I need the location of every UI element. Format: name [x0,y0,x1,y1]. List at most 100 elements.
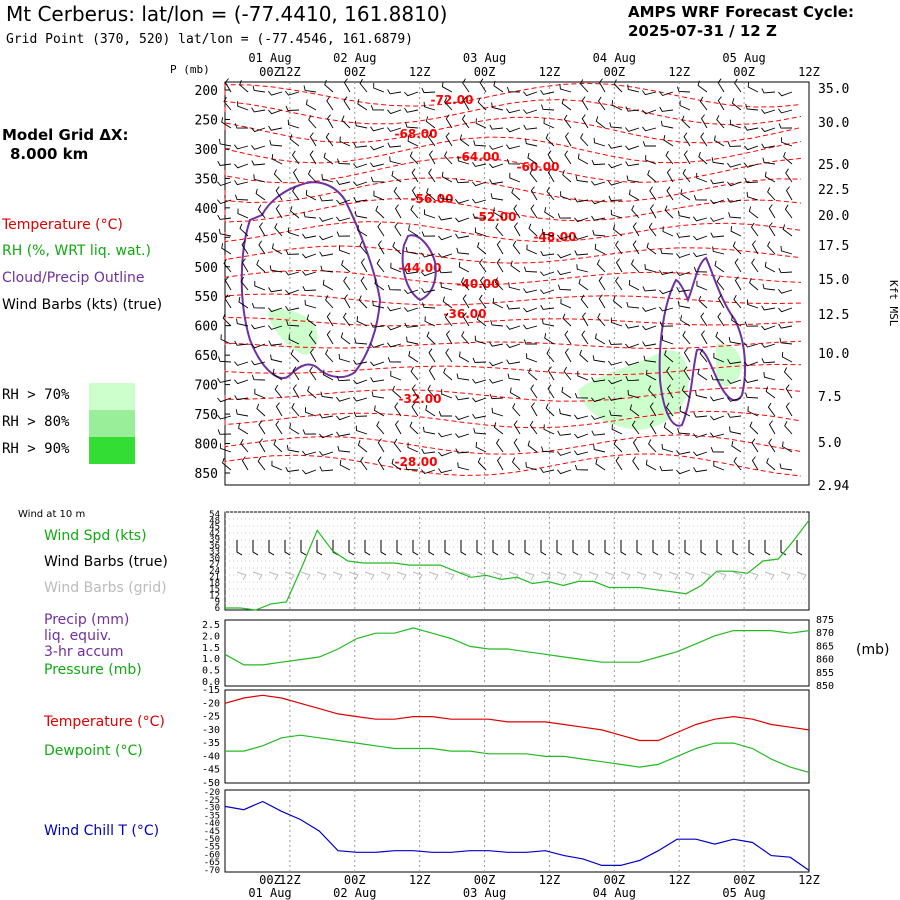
wind-barb [610,209,623,219]
wind-barb [356,316,368,327]
wind-barb [324,79,334,93]
wind-chill-tick-label: -40 [204,819,220,829]
wind-barb [632,240,640,255]
wind-barb [540,468,555,473]
wind-barb [370,126,385,132]
temperature-contour [224,99,802,126]
wind-barb [353,359,368,365]
wind-barb [460,277,470,291]
wind-barb [642,126,657,132]
wind-barb-grid [556,571,567,581]
wind-speed-tick-label: 30 [209,554,220,564]
wind-barb [574,450,589,456]
wind-barb [421,448,436,454]
wind-chill-tick-label: -65 [204,858,220,868]
wind-barb [761,88,776,94]
wind-barb [392,241,402,255]
wind-barb [268,340,283,346]
wind-barb [457,155,470,165]
wind-barb [611,424,623,435]
legend-rh90-label: RH > 90% [2,441,70,457]
legend-rh70-label: RH > 70% [2,387,70,403]
wind-barb [360,276,368,291]
wind-barb [404,268,419,275]
wind-barb [731,98,742,111]
wind-barb [562,313,572,327]
wind-barb [781,137,793,147]
wind-barb [423,101,436,111]
temperature-label: Temperature (°C) [44,714,165,730]
wind-barb [354,120,368,129]
wind-barb [439,193,453,201]
wind-barb [561,386,572,399]
wind-barb [441,389,453,399]
wind-barb-true [716,540,723,556]
wind-speed-tick-label: 45 [209,523,220,533]
wind-barb [612,296,623,309]
wind-barb [478,294,487,309]
wind-barb [747,299,759,309]
wind-barb [541,228,555,237]
wind-barb [592,355,606,363]
wind-barb [513,222,521,237]
wind-barb [343,78,351,93]
wind-barb [676,286,691,293]
wind-barb [343,294,351,309]
wind-barb [713,461,725,471]
wind-barb [693,266,708,273]
wind-barb [581,330,589,345]
wind-barb-true [540,540,547,556]
wind-barb [593,137,606,147]
wind-barb [391,170,402,183]
wind-barb [547,168,555,183]
wind-barb [545,133,555,147]
pressure-tick-label: 200 [195,84,218,99]
wind-barb [610,317,623,327]
wind-barb [564,348,572,363]
wind-barb [319,433,334,439]
wind-barb [394,204,402,219]
wind-barb [218,138,232,147]
wind-barb [506,127,521,133]
wind-barb [438,253,453,258]
wind-barb-true [412,540,419,556]
forecast-cycle-label: AMPS WRF Forecast Cycle: [628,3,854,21]
wind-barb [475,118,487,129]
wind-speed-tick-label: 6 [215,604,220,614]
wind-barb [404,107,419,113]
wind-barb [778,123,793,129]
wind-barb [506,86,521,93]
wind-barb [597,313,606,327]
wind-barb [543,424,555,435]
wind-barb [666,366,674,381]
wind-barb [322,279,334,291]
wind-barb [479,78,487,93]
wind-barb [659,91,674,97]
wind-barb [696,280,708,291]
wind-barb-true [604,540,611,556]
wind-barb [326,96,334,111]
wind-barb [353,396,368,402]
wind-barb [387,306,402,312]
wind-barb-grid [252,571,263,581]
wind-barb [319,251,334,257]
wind-barb [541,318,555,327]
wind-barb [387,109,402,115]
wind-barb [546,186,555,201]
wind-barb [710,415,725,421]
wind-barb [529,168,538,183]
wind-barb [608,195,623,201]
wind-barb [336,180,351,186]
wind-barb-true [684,540,691,556]
wind-barb [595,116,606,129]
wind-barb [699,96,708,111]
pressure-tick-label: 350 [195,172,218,187]
pressure-tick-label: 500 [195,261,218,276]
wind-barb-grid [380,571,391,581]
wind-barb [234,361,249,366]
wind-barb [778,289,793,294]
wind-barb [560,298,572,309]
wind-barb [659,465,674,472]
wind-barb [234,144,249,150]
wind-barb-grid [316,571,327,581]
